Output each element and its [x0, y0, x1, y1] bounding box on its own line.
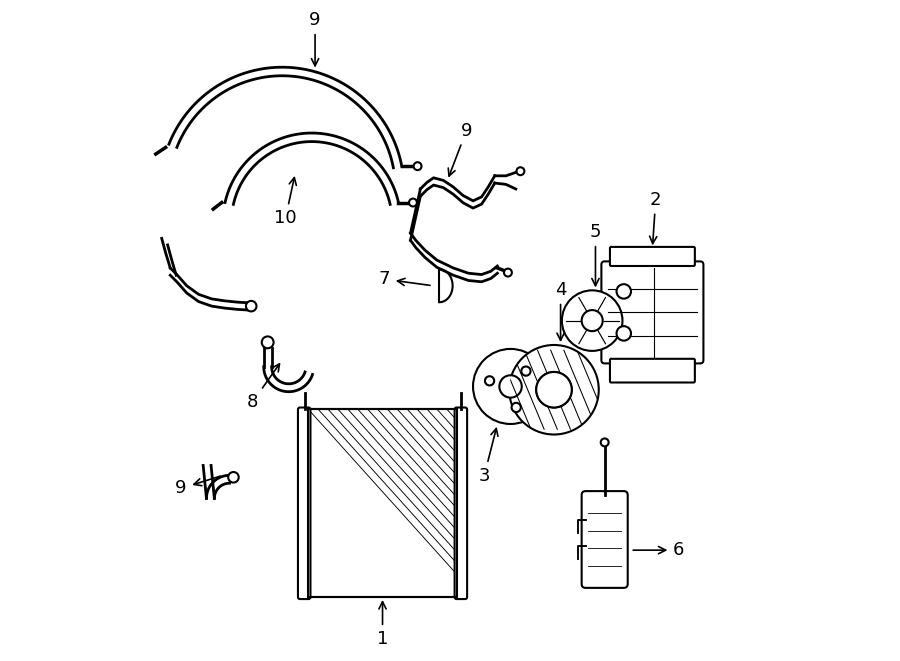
Text: 9: 9	[176, 476, 220, 498]
Text: 8: 8	[247, 364, 280, 411]
Circle shape	[521, 366, 530, 375]
Text: 6: 6	[633, 541, 685, 559]
Circle shape	[246, 301, 256, 311]
Circle shape	[511, 403, 521, 412]
Text: 10: 10	[274, 178, 297, 227]
Circle shape	[536, 372, 572, 408]
Text: 3: 3	[479, 428, 498, 485]
Circle shape	[414, 162, 421, 170]
Circle shape	[600, 438, 608, 446]
Circle shape	[562, 290, 623, 351]
Circle shape	[262, 336, 274, 348]
Text: 7: 7	[379, 270, 430, 288]
Text: 9: 9	[310, 11, 320, 66]
Text: 5: 5	[590, 223, 601, 286]
Circle shape	[504, 268, 512, 276]
Circle shape	[473, 349, 548, 424]
FancyBboxPatch shape	[454, 408, 467, 599]
Circle shape	[409, 198, 417, 206]
FancyBboxPatch shape	[610, 247, 695, 266]
Bar	[309, 409, 456, 597]
Circle shape	[616, 284, 631, 299]
Text: 2: 2	[650, 191, 662, 244]
FancyBboxPatch shape	[610, 359, 695, 383]
Bar	[309, 409, 456, 597]
Text: 9: 9	[448, 122, 472, 176]
Circle shape	[517, 167, 525, 175]
Text: 4: 4	[554, 281, 566, 340]
FancyBboxPatch shape	[601, 261, 704, 364]
Circle shape	[581, 310, 603, 331]
Text: 1: 1	[377, 602, 388, 648]
FancyBboxPatch shape	[298, 408, 310, 599]
Circle shape	[229, 472, 238, 483]
Circle shape	[536, 372, 572, 408]
Circle shape	[485, 376, 494, 385]
Circle shape	[500, 375, 522, 398]
Circle shape	[509, 345, 598, 434]
Circle shape	[616, 326, 631, 340]
FancyBboxPatch shape	[581, 491, 627, 588]
